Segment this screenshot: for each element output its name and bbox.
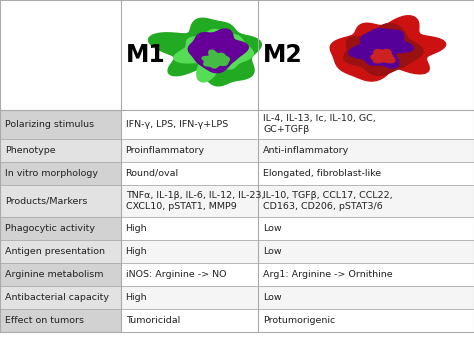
Text: Polarizing stimulus: Polarizing stimulus bbox=[5, 120, 94, 129]
Bar bbox=[258, 263, 474, 286]
Bar bbox=[0, 185, 121, 217]
Text: Products/Markers: Products/Markers bbox=[5, 196, 87, 206]
Bar bbox=[0, 240, 121, 263]
Polygon shape bbox=[188, 29, 248, 73]
Bar bbox=[0, 309, 121, 332]
Text: Arginine metabolism: Arginine metabolism bbox=[5, 270, 103, 279]
Text: Low: Low bbox=[263, 247, 282, 256]
Text: Round/oval: Round/oval bbox=[126, 169, 179, 178]
Bar bbox=[121, 309, 258, 332]
Bar bbox=[0, 110, 121, 139]
Text: High: High bbox=[126, 224, 147, 233]
Bar bbox=[258, 185, 474, 217]
Polygon shape bbox=[344, 24, 423, 75]
Polygon shape bbox=[349, 29, 413, 68]
Text: Elongated, fibroblast-like: Elongated, fibroblast-like bbox=[263, 169, 381, 178]
Text: Protumorigenic: Protumorigenic bbox=[263, 316, 335, 325]
Bar bbox=[258, 162, 474, 185]
Bar bbox=[0, 217, 121, 240]
Bar bbox=[0, 0, 474, 110]
Bar bbox=[121, 185, 258, 217]
Text: Anti-inflammatory: Anti-inflammatory bbox=[263, 146, 349, 155]
Bar bbox=[0, 286, 121, 309]
Text: IFN-γ, LPS, IFN-γ+LPS: IFN-γ, LPS, IFN-γ+LPS bbox=[126, 120, 228, 129]
Polygon shape bbox=[371, 50, 395, 63]
Bar bbox=[121, 139, 258, 162]
Text: Arg1: Arginine -> Ornithine: Arg1: Arginine -> Ornithine bbox=[263, 270, 392, 279]
Text: IL-10, TGFβ, CCL17, CCL22,
CD163, CD206, pSTAT3/6: IL-10, TGFβ, CCL17, CCL22, CD163, CD206,… bbox=[263, 191, 392, 211]
Polygon shape bbox=[330, 16, 446, 81]
Bar bbox=[121, 162, 258, 185]
Bar bbox=[121, 240, 258, 263]
Text: M2: M2 bbox=[263, 43, 303, 67]
Bar bbox=[258, 139, 474, 162]
Text: Antigen presentation: Antigen presentation bbox=[5, 247, 105, 256]
Text: High: High bbox=[126, 247, 147, 256]
Text: iNOS: Arginine -> NO: iNOS: Arginine -> NO bbox=[126, 270, 226, 279]
Bar bbox=[258, 240, 474, 263]
Bar bbox=[121, 110, 258, 139]
Text: Effect on tumors: Effect on tumors bbox=[5, 316, 84, 325]
Text: Low: Low bbox=[263, 224, 282, 233]
Bar bbox=[0, 139, 121, 162]
Bar bbox=[258, 286, 474, 309]
Bar bbox=[258, 217, 474, 240]
Text: Phenotype: Phenotype bbox=[5, 146, 55, 155]
Text: M1: M1 bbox=[126, 43, 165, 67]
Polygon shape bbox=[174, 29, 253, 82]
Text: TNFα, IL-1β, IL-6, IL-12, IL-23,
CXCL10, pSTAT1, MMP9: TNFα, IL-1β, IL-6, IL-12, IL-23, CXCL10,… bbox=[126, 191, 264, 211]
Text: Antibacterial capacity: Antibacterial capacity bbox=[5, 293, 109, 302]
Bar bbox=[258, 309, 474, 332]
Bar bbox=[258, 110, 474, 139]
Text: Low: Low bbox=[263, 293, 282, 302]
Bar bbox=[0, 263, 121, 286]
Bar bbox=[0, 162, 121, 185]
Polygon shape bbox=[148, 18, 261, 86]
Bar bbox=[121, 217, 258, 240]
Bar bbox=[121, 263, 258, 286]
Text: High: High bbox=[126, 293, 147, 302]
Polygon shape bbox=[202, 50, 229, 68]
Text: Phagocytic activity: Phagocytic activity bbox=[5, 224, 95, 233]
Text: In vitro morphology: In vitro morphology bbox=[5, 169, 98, 178]
Text: Proinflammatory: Proinflammatory bbox=[126, 146, 205, 155]
Bar bbox=[121, 286, 258, 309]
Text: IL-4, IL-13, Ic, IL-10, GC,
GC+TGFβ: IL-4, IL-13, Ic, IL-10, GC, GC+TGFβ bbox=[263, 114, 376, 134]
Text: Tumoricidal: Tumoricidal bbox=[126, 316, 180, 325]
